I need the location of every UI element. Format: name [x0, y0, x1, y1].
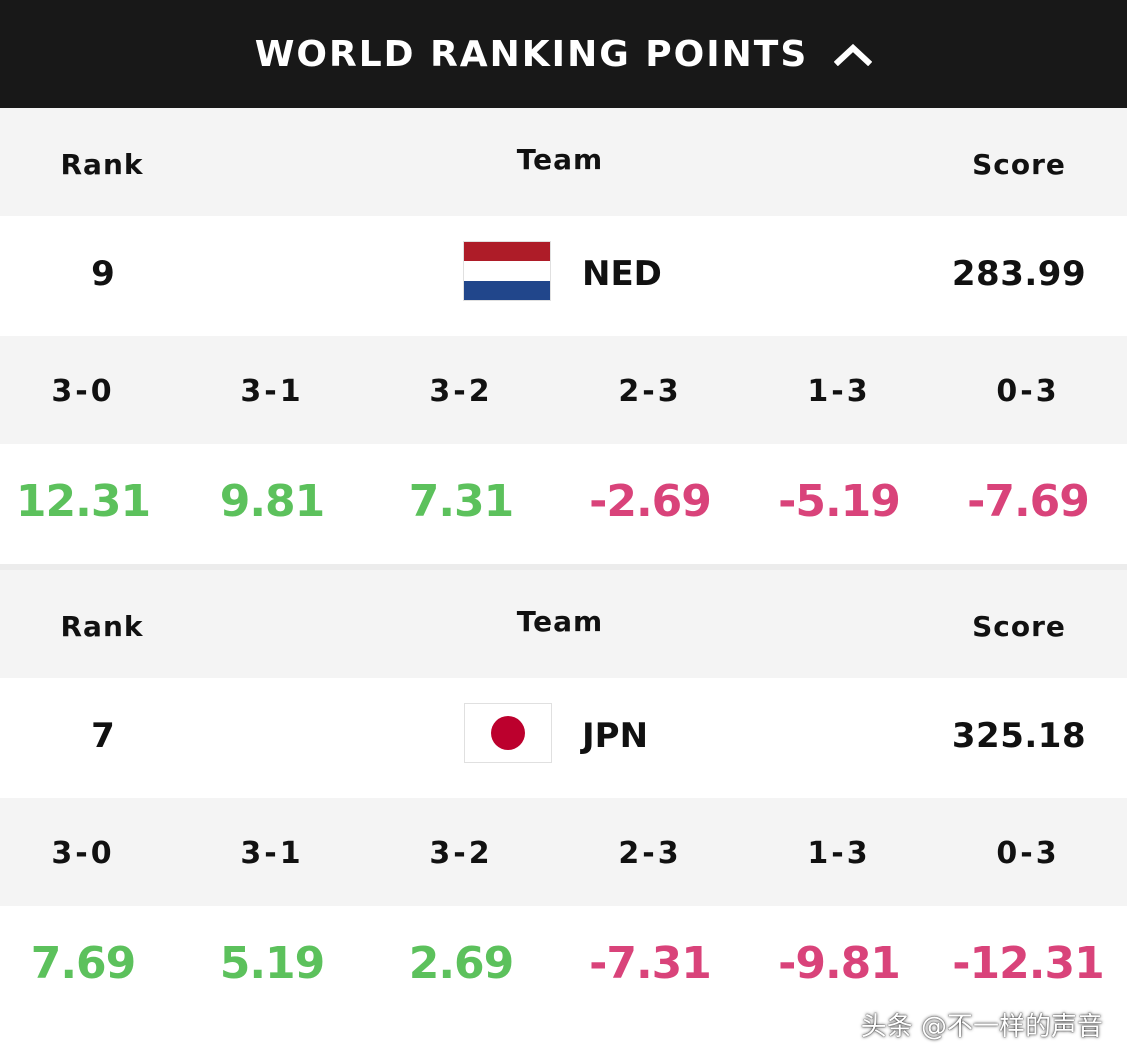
set-result-header-row: 3-0 3-1 3-2 2-3 1-3 0-3 [0, 798, 1127, 906]
section-title: WORLD RANKING POINTS [254, 33, 809, 75]
score-header: Score [972, 148, 1066, 181]
points-1-3: -9.81 [778, 938, 901, 989]
points-3-0: 12.31 [15, 476, 151, 527]
points-3-1: 9.81 [219, 476, 326, 527]
set-label-1-3: 1-3 [807, 374, 871, 409]
rank-header: Rank [60, 148, 144, 181]
set-label-3-0: 3-0 [51, 374, 115, 409]
points-3-2: 2.69 [408, 938, 515, 989]
team-header: Team [516, 143, 604, 176]
flag-stripe-red [464, 242, 550, 262]
points-3-1: 5.19 [219, 938, 326, 989]
score-value: 325.18 [951, 716, 1087, 756]
section-divider [0, 564, 1127, 570]
team-header: Team [516, 605, 604, 638]
set-result-header-row: 3-0 3-1 3-2 2-3 1-3 0-3 [0, 336, 1127, 444]
rank-value: 9 [91, 254, 115, 294]
set-label-3-2: 3-2 [429, 374, 493, 409]
japan-flag-icon [464, 703, 552, 763]
rank-header: Rank [60, 610, 144, 643]
set-label-2-3: 2-3 [618, 836, 682, 871]
team-code: JPN [582, 716, 649, 756]
points-row: 7.69 5.19 2.69 -7.31 -9.81 -12.31 [0, 906, 1127, 1063]
points-3-2: 7.31 [408, 476, 515, 527]
set-label-3-2: 3-2 [429, 836, 493, 871]
points-0-3: -12.31 [952, 938, 1104, 989]
score-value: 283.99 [951, 254, 1087, 294]
points-1-3: -5.19 [778, 476, 901, 527]
team-header-row: Rank Team Score [0, 570, 1127, 678]
team-row: 7 JPN 325.18 [0, 678, 1127, 798]
set-label-0-3: 0-3 [996, 836, 1060, 871]
team-header-row: Rank Team Score [0, 108, 1127, 216]
set-label-0-3: 0-3 [996, 374, 1060, 409]
set-label-3-0: 3-0 [51, 836, 115, 871]
set-label-1-3: 1-3 [807, 836, 871, 871]
points-row: 12.31 9.81 7.31 -2.69 -5.19 -7.69 [0, 444, 1127, 564]
team-code: NED [582, 254, 662, 294]
watermark: 头条 @不一样的声音 [860, 1012, 1103, 1042]
flag-stripe-white [464, 261, 550, 281]
points-0-3: -7.69 [967, 476, 1090, 527]
set-label-3-1: 3-1 [240, 836, 304, 871]
points-3-0: 7.69 [30, 938, 137, 989]
netherlands-flag-icon [463, 241, 551, 301]
chevron-up-icon[interactable] [834, 42, 873, 66]
team-row: 9 NED 283.99 [0, 216, 1127, 336]
points-2-3: -7.31 [589, 938, 712, 989]
set-label-3-1: 3-1 [240, 374, 304, 409]
score-header: Score [972, 610, 1066, 643]
rank-value: 7 [91, 716, 115, 756]
flag-stripe-blue [464, 280, 550, 300]
points-2-3: -2.69 [589, 476, 712, 527]
world-ranking-points-toggle[interactable]: WORLD RANKING POINTS [0, 0, 1127, 108]
flag-red-disc [491, 716, 525, 750]
set-label-2-3: 2-3 [618, 374, 682, 409]
